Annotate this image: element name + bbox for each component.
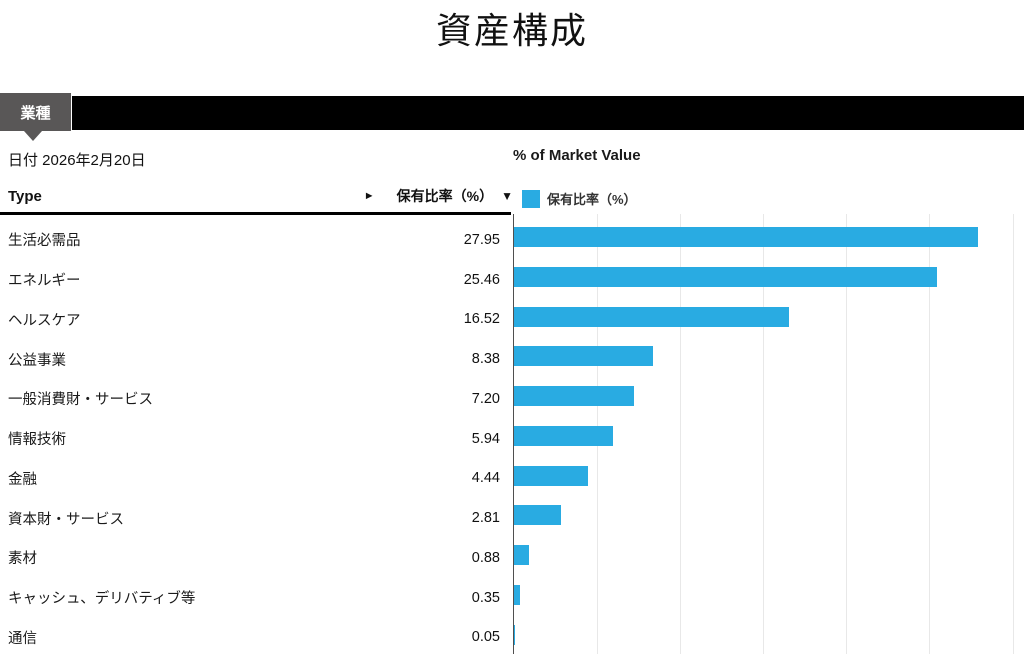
page-title: 資産構成	[435, 10, 588, 51]
row-label: 生活必需品	[8, 233, 81, 250]
gridline	[680, 214, 682, 654]
table-row[interactable]: 公益事業 8.38	[0, 339, 513, 379]
row-value: 4.44	[471, 470, 500, 487]
row-value: 0.35	[471, 589, 500, 606]
table-row[interactable]: 情報技術 5.94	[0, 419, 513, 459]
tab-bar	[72, 96, 1024, 130]
table-row[interactable]: 資本財・サービス 2.81	[0, 498, 513, 538]
date-label: 日付 2026年2月20日	[8, 152, 146, 169]
bar	[514, 266, 938, 287]
row-value: 27.95	[463, 231, 500, 248]
bar	[514, 306, 789, 327]
bar	[514, 624, 515, 645]
table-row[interactable]: 一般消費財・サービス 7.20	[0, 379, 513, 419]
table-row[interactable]: ヘルスケア 16.52	[0, 300, 513, 340]
sort-desc-icon[interactable]: ▼	[501, 189, 513, 203]
bar	[514, 584, 520, 605]
bar	[514, 227, 979, 247]
row-label: ヘルスケア	[8, 312, 81, 329]
chart-legend: 保有比率（%）	[522, 189, 637, 208]
row-value: 2.81	[471, 510, 500, 527]
table-row[interactable]: エネルギー 25.46	[0, 260, 513, 300]
bar	[514, 545, 529, 565]
table-header-row: Type ► 保有比率（%） ▼	[0, 183, 513, 209]
type-column-header: Type	[8, 187, 42, 205]
bar	[514, 465, 588, 486]
row-label: 金融	[8, 471, 37, 488]
row-label: 情報技術	[8, 432, 66, 449]
gridline	[763, 214, 765, 654]
row-value: 5.94	[471, 430, 500, 447]
gridline	[1012, 214, 1014, 654]
table-row[interactable]: キャッシュ、デリバティブ等 0.35	[0, 578, 513, 618]
row-label: 一般消費財・サービス	[8, 392, 153, 409]
gridline	[846, 214, 848, 654]
row-label: 通信	[8, 630, 37, 647]
table-row[interactable]: 生活必需品 27.95	[0, 220, 513, 260]
bar	[514, 386, 634, 406]
table-row[interactable]: 素材 0.88	[0, 538, 513, 578]
row-value: 0.88	[471, 549, 500, 566]
value-column-header: 保有比率（%）	[396, 188, 494, 204]
active-tab-pointer-icon	[24, 131, 42, 141]
row-value: 7.20	[471, 390, 500, 407]
table-rows: 生活必需品 27.95 エネルギー 25.46 ヘルスケア 16.52 公益事業 8.38 一般…	[0, 215, 513, 654]
table-row[interactable]: 通信 0.05	[0, 618, 513, 654]
row-value: 0.05	[471, 629, 500, 646]
chart-title: % of Market Value	[513, 147, 641, 164]
bar	[514, 346, 654, 367]
row-label: キャッシュ、デリバティブ等	[8, 591, 196, 608]
row-value: 8.38	[471, 351, 500, 368]
bar	[514, 425, 613, 446]
row-value: 25.46	[463, 271, 500, 288]
row-label: 素材	[8, 551, 37, 568]
row-label: エネルギー	[8, 273, 81, 290]
table-row[interactable]: 金融 4.44	[0, 459, 513, 499]
tab-industry[interactable]: 業種	[0, 93, 71, 131]
row-value: 16.52	[463, 311, 500, 328]
tab-industry-label: 業種	[20, 104, 51, 122]
bar	[514, 505, 561, 526]
row-label: 公益事業	[8, 352, 66, 369]
row-label: 資本財・サービス	[8, 511, 124, 528]
legend-label: 保有比率（%）	[547, 192, 637, 207]
gridline	[929, 214, 931, 654]
sector-table: Type ► 保有比率（%） ▼ 生活必需品 27.95 エネルギー 25.46 ヘルス…	[0, 183, 513, 654]
value-column-sort-control[interactable]: ► 保有比率（%） ▼	[364, 186, 513, 206]
legend-swatch	[522, 189, 540, 208]
expand-right-icon[interactable]: ►	[363, 190, 375, 202]
header-divider	[0, 212, 511, 215]
bar-chart-plot-area	[513, 214, 1024, 654]
